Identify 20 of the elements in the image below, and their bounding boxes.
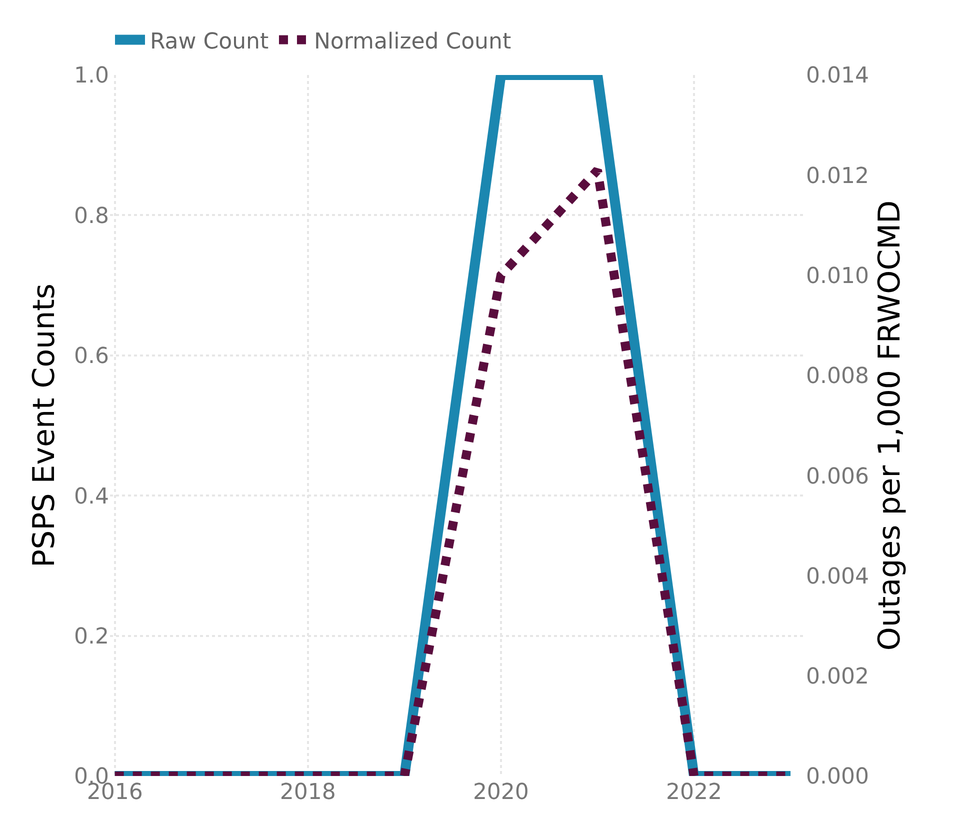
y-tick-label: 0.8: [74, 204, 109, 229]
y-tick-label: 0.2: [74, 624, 109, 650]
y-tick-label: 1.0: [74, 64, 109, 89]
x-tick-label: 2022: [666, 780, 722, 805]
legend-label: Normalized Count: [314, 29, 512, 54]
y2-tick-label: 0.010: [806, 264, 869, 289]
y-tick-label: 0.6: [74, 344, 109, 370]
x-tick-label: 2020: [472, 780, 529, 805]
y2-tick-label: 0.000: [806, 764, 869, 790]
y2-tick-label: 0.004: [806, 564, 869, 590]
legend-label: Raw Count: [150, 29, 269, 54]
y-tick-label: 0.4: [74, 484, 109, 510]
x-tick-label: 2018: [280, 780, 336, 805]
y2-tick-label: 0.012: [806, 164, 869, 189]
y2-tick-label: 0.014: [806, 64, 869, 89]
y2-tick-label: 0.002: [806, 664, 869, 690]
y2-tick-label: 0.006: [806, 464, 869, 490]
y2-axis-title: Outages per 1,000 FRWOCMD: [872, 200, 908, 651]
y-axis-title: PSPS Event Counts: [27, 283, 62, 568]
y2-tick-label: 0.008: [806, 364, 869, 390]
